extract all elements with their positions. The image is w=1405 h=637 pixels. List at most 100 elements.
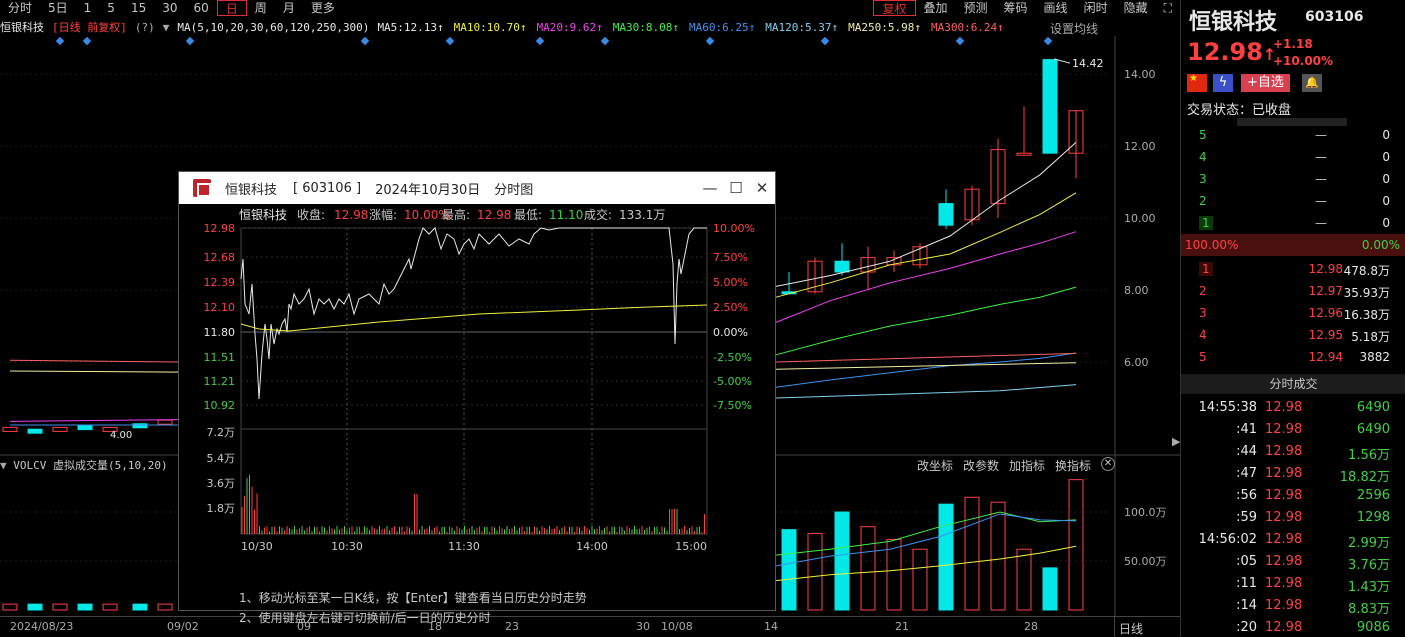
event-marker-icon <box>1043 36 1053 46</box>
lightning-icon[interactable]: ϟ <box>1213 74 1233 92</box>
ask-price: — <box>1315 128 1327 142</box>
trades-header[interactable]: 分时成交 <box>1181 374 1405 394</box>
popup-info-item-0: 恒银科技 <box>239 208 287 222</box>
tool-button-0[interactable]: 复权 <box>873 0 916 16</box>
trade-volume: 2596 <box>1356 488 1390 503</box>
change-percent: +10.00% <box>1273 54 1334 68</box>
period-tab-8[interactable]: 周 <box>254 1 267 15</box>
intraday-time-label: 11:30 <box>448 540 480 553</box>
period-tab-0[interactable]: 分时 <box>8 1 33 15</box>
up-arrow-icon: ↑ <box>1262 45 1277 64</box>
tool-button-4[interactable]: 画线 <box>1043 1 1068 15</box>
tool-button-2[interactable]: 预测 <box>963 1 988 15</box>
maximize-icon[interactable]: ☐ <box>729 179 743 197</box>
close-icon[interactable]: ✕ <box>1101 457 1115 471</box>
period-tab-10[interactable]: 更多 <box>310 1 335 15</box>
ask-row[interactable]: 4 — 0 <box>1181 146 1405 168</box>
chart-mode-tags[interactable]: [日线 前复权] <box>52 21 127 34</box>
intraday-chart[interactable]: 恒银科技 收盘: 12.98 涨幅: 10.00%最高: 12.98 最低: 11.10 成交:… <box>179 204 775 584</box>
switch-indicator-button[interactable]: 换指标 <box>1054 459 1091 473</box>
volume-bar <box>964 496 980 611</box>
period-tab-4[interactable]: 15 <box>130 1 147 15</box>
collapse-arrow-icon[interactable]: ▶ <box>1172 435 1181 448</box>
volume-bar <box>938 503 954 611</box>
tool-button-5[interactable]: 闲时 <box>1083 1 1108 15</box>
bell-icon[interactable]: 🔔 <box>1301 74 1322 92</box>
volume-indicator-label: VOLCV 虚拟成交量(5,10,20) <box>13 459 168 472</box>
bid-row[interactable]: 4 12.95 5.18万 <box>1181 324 1405 346</box>
ma-value-7: MA300:6.24↑ <box>930 20 1004 34</box>
candle-body <box>886 257 902 266</box>
vol-ma5-line <box>775 511 1077 556</box>
settings-ma-button[interactable]: 设置均线 <box>1050 22 1099 36</box>
fullscreen-icon[interactable]: ⛶ <box>1163 1 1172 15</box>
ask-row[interactable]: 3 — 0 <box>1181 168 1405 190</box>
period-tab-7[interactable]: 日 <box>216 0 247 16</box>
popup-info-item-6: 12.98 <box>477 208 511 222</box>
bid-row[interactable]: 5 12.94 3882 <box>1181 346 1405 368</box>
period-tab-2[interactable]: 1 <box>83 1 92 15</box>
intraday-time-label: 10:30 <box>331 540 363 553</box>
trade-time: :14 <box>1236 598 1257 613</box>
ask-row[interactable]: 1 — 0 <box>1181 212 1405 234</box>
trade-row: :59 12.98 1298 <box>1181 507 1405 529</box>
event-marker-icon <box>185 36 195 46</box>
price-axis-label: 6.00 <box>1124 356 1149 369</box>
volume-axis-label: 50.00万 <box>1124 555 1167 568</box>
intraday-time-label: 14:00 <box>576 540 608 553</box>
bid-volume: 16.38万 <box>1343 308 1390 322</box>
period-tab-9[interactable]: 月 <box>282 1 295 15</box>
ma-values: MA5:12.13↑ MA10:10.70↑ MA20:9.62↑ MA30:8.08… <box>377 21 1013 34</box>
trade-price: 12.98 <box>1265 466 1303 481</box>
chevron-down-icon[interactable]: ▼ <box>162 20 170 34</box>
add-indicator-button[interactable]: 加指标 <box>1008 459 1045 473</box>
daily-line-tab[interactable]: 日线 <box>1114 616 1180 637</box>
volume-bar <box>2 603 18 611</box>
ask-row[interactable]: 2 — 0 <box>1181 190 1405 212</box>
chevron-down-icon[interactable]: ▼ <box>0 459 7 472</box>
pct-right-label: 7.50% <box>713 251 748 264</box>
pct-right-label: 10.00% <box>713 222 755 235</box>
event-marker-icon <box>445 36 455 46</box>
ask-price: — <box>1315 172 1327 186</box>
popup-info-item-10: 133.1万 <box>619 208 665 222</box>
period-tab-6[interactable]: 60 <box>193 1 209 15</box>
minimize-icon[interactable]: — <box>702 179 718 197</box>
add-favorite-button[interactable]: +自选 <box>1241 74 1290 92</box>
candle-body <box>807 260 823 293</box>
bid-row[interactable]: 1 12.98 478.8万 <box>1181 258 1405 280</box>
price-left-label: 11.80 <box>204 326 236 339</box>
ma10-line <box>775 192 1077 298</box>
bid-row[interactable]: 2 12.97 35.93万 <box>1181 280 1405 302</box>
volume-bar <box>807 533 823 611</box>
ask-level: 1 <box>1199 216 1213 230</box>
min-price-label: 4.00 <box>110 430 132 441</box>
period-tab-3[interactable]: 5 <box>107 1 115 15</box>
ask-level: 3 <box>1199 172 1207 186</box>
period-tab-1[interactable]: 5日 <box>48 1 68 15</box>
ask-row[interactable]: 5 — 0 <box>1181 124 1405 146</box>
china-flag-icon <box>1187 73 1207 92</box>
intraday-vol-axis-label: 7.2万 <box>207 426 236 439</box>
vol-ma10-line <box>775 513 1077 567</box>
change-params-button[interactable]: 改参数 <box>962 459 999 473</box>
candle-body <box>27 428 43 434</box>
candle-body <box>77 425 93 431</box>
intraday-vol-axis-label: 1.8万 <box>207 502 236 515</box>
bid-row[interactable]: 3 12.96 16.38万 <box>1181 302 1405 324</box>
tool-button-1[interactable]: 叠加 <box>923 1 948 15</box>
change-axis-button[interactable]: 改坐标 <box>916 459 953 473</box>
ma250-line <box>775 362 1077 370</box>
popup-titlebar[interactable]: 恒银科技 [ 603106 ] 2024年10月30日 分时图 — ☐ ✕ <box>179 172 775 204</box>
quote-actions: ϟ +自选 🔔 <box>1187 73 1322 92</box>
volume-bar <box>886 538 902 611</box>
period-tab-5[interactable]: 30 <box>162 1 178 15</box>
trade-time: :59 <box>1236 510 1257 525</box>
bid-volume: 35.93万 <box>1343 286 1390 300</box>
tool-button-6[interactable]: 隐藏 <box>1123 1 1148 15</box>
ma30-line <box>775 286 1077 356</box>
candle-body <box>912 246 928 266</box>
help-icon[interactable]: (?) <box>134 20 155 34</box>
tool-button-3[interactable]: 筹码 <box>1003 1 1028 15</box>
close-icon[interactable]: ✕ <box>755 179 769 197</box>
